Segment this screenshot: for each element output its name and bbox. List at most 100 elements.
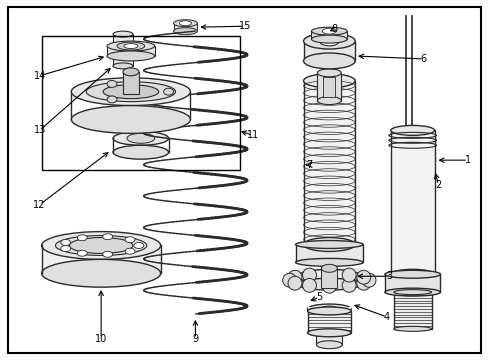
- Ellipse shape: [295, 258, 362, 266]
- Bar: [122, 72, 139, 94]
- Bar: [393, 292, 431, 329]
- Ellipse shape: [134, 243, 143, 248]
- Ellipse shape: [41, 260, 161, 287]
- Circle shape: [282, 273, 296, 287]
- Ellipse shape: [107, 96, 117, 103]
- Bar: [316, 329, 342, 345]
- Ellipse shape: [77, 235, 87, 241]
- Text: 3: 3: [385, 271, 391, 281]
- Ellipse shape: [390, 125, 434, 135]
- Ellipse shape: [321, 264, 337, 272]
- Ellipse shape: [303, 74, 354, 88]
- Ellipse shape: [125, 248, 135, 254]
- Circle shape: [287, 276, 301, 290]
- Circle shape: [356, 276, 370, 290]
- Ellipse shape: [303, 238, 354, 251]
- Bar: [297, 268, 360, 284]
- Bar: [113, 34, 133, 66]
- Ellipse shape: [317, 96, 341, 105]
- Ellipse shape: [320, 306, 338, 312]
- Bar: [384, 274, 440, 292]
- Bar: [107, 46, 154, 56]
- Text: 12: 12: [33, 200, 46, 210]
- Circle shape: [361, 273, 375, 287]
- Circle shape: [322, 267, 336, 281]
- Bar: [41, 36, 240, 170]
- Ellipse shape: [123, 44, 138, 49]
- Ellipse shape: [295, 240, 362, 248]
- Bar: [303, 41, 354, 61]
- Text: 2: 2: [434, 180, 441, 190]
- Bar: [321, 268, 337, 288]
- Ellipse shape: [173, 28, 197, 35]
- Ellipse shape: [163, 88, 173, 95]
- Circle shape: [302, 278, 316, 292]
- Bar: [295, 244, 362, 262]
- Text: 7: 7: [306, 160, 312, 170]
- Bar: [390, 130, 434, 274]
- Ellipse shape: [61, 246, 70, 252]
- Circle shape: [342, 278, 355, 292]
- Ellipse shape: [102, 251, 112, 257]
- Ellipse shape: [107, 41, 154, 51]
- Ellipse shape: [316, 341, 342, 349]
- Text: 6: 6: [420, 54, 426, 64]
- Ellipse shape: [117, 42, 144, 50]
- Text: 13: 13: [33, 125, 45, 135]
- Bar: [317, 73, 341, 100]
- Text: 15: 15: [238, 21, 251, 31]
- Ellipse shape: [307, 304, 350, 314]
- Ellipse shape: [307, 307, 350, 315]
- Text: 5: 5: [316, 292, 322, 302]
- Text: 14: 14: [33, 71, 45, 81]
- Ellipse shape: [61, 239, 70, 246]
- Bar: [173, 23, 197, 31]
- Ellipse shape: [103, 85, 158, 99]
- Circle shape: [356, 270, 370, 284]
- Ellipse shape: [307, 329, 350, 337]
- Ellipse shape: [107, 51, 154, 61]
- Ellipse shape: [113, 131, 168, 145]
- Ellipse shape: [297, 269, 360, 283]
- Ellipse shape: [384, 288, 440, 296]
- Circle shape: [287, 270, 301, 284]
- Text: 8: 8: [330, 24, 337, 34]
- Ellipse shape: [319, 36, 339, 46]
- Ellipse shape: [322, 28, 336, 34]
- Bar: [323, 77, 335, 96]
- Ellipse shape: [71, 105, 190, 133]
- Ellipse shape: [384, 270, 440, 278]
- Circle shape: [322, 279, 336, 293]
- Text: 11: 11: [246, 130, 259, 140]
- Ellipse shape: [86, 82, 175, 102]
- Text: 9: 9: [192, 334, 198, 344]
- Ellipse shape: [303, 33, 354, 49]
- Ellipse shape: [127, 133, 154, 143]
- Ellipse shape: [71, 78, 190, 105]
- Ellipse shape: [107, 81, 117, 87]
- Text: 1: 1: [464, 155, 470, 165]
- Bar: [307, 311, 350, 333]
- Ellipse shape: [303, 53, 354, 69]
- Ellipse shape: [179, 21, 191, 26]
- Ellipse shape: [55, 235, 146, 255]
- Ellipse shape: [41, 231, 161, 260]
- Bar: [41, 246, 161, 273]
- Ellipse shape: [69, 238, 133, 253]
- Circle shape: [342, 268, 355, 282]
- Ellipse shape: [113, 63, 133, 69]
- Ellipse shape: [311, 35, 346, 43]
- Ellipse shape: [122, 68, 139, 76]
- Text: 4: 4: [383, 312, 389, 322]
- Circle shape: [302, 268, 316, 282]
- Ellipse shape: [390, 269, 434, 279]
- Bar: [311, 31, 346, 39]
- Ellipse shape: [102, 234, 112, 240]
- Ellipse shape: [297, 278, 360, 290]
- Ellipse shape: [113, 145, 168, 159]
- Ellipse shape: [173, 20, 197, 27]
- Ellipse shape: [125, 237, 135, 243]
- Ellipse shape: [317, 69, 341, 77]
- Ellipse shape: [393, 327, 431, 331]
- Ellipse shape: [113, 31, 133, 37]
